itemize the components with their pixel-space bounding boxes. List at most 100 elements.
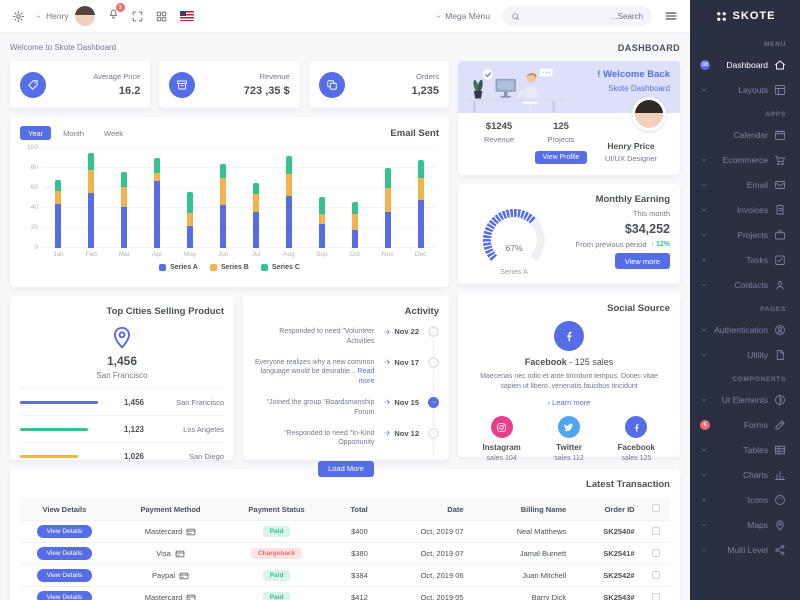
search-input[interactable] bbox=[525, 11, 643, 21]
tab-year[interactable]: Year bbox=[20, 126, 52, 140]
map-pin-icon bbox=[109, 324, 135, 350]
bar-segment-series-b bbox=[318, 214, 325, 224]
chart-column-dec bbox=[404, 148, 437, 248]
bar-segment-series-b bbox=[187, 213, 194, 226]
tab-month[interactable]: Month bbox=[63, 128, 85, 138]
sidebar-item-email[interactable]: Email bbox=[690, 172, 800, 197]
sidebar-item-tasks[interactable]: Tasks bbox=[690, 247, 800, 272]
payment-method-cell: Mastercard bbox=[108, 586, 233, 600]
chevron-down-icon bbox=[435, 13, 442, 20]
sidebar-item-label: Charts bbox=[742, 469, 768, 480]
col-header-order-id: Order ID bbox=[574, 498, 643, 521]
sidebar-item-forms[interactable]: 6 Forms bbox=[690, 412, 800, 437]
payment-status-cell: Chargeback bbox=[232, 542, 322, 565]
sidebar-item-authentication[interactable]: Authentication bbox=[690, 317, 800, 342]
sidebar-item-layouts[interactable]: Layouts bbox=[690, 77, 800, 102]
stat-label: Orders bbox=[416, 72, 439, 81]
col-header-payment-status: Payment Status bbox=[232, 498, 322, 521]
view-details-button[interactable]: View Details bbox=[36, 569, 93, 582]
chevron-down-icon bbox=[700, 86, 708, 94]
radial-chart: 67% Series A bbox=[468, 207, 560, 276]
arrow-right-icon bbox=[383, 398, 391, 406]
invoice-icon bbox=[774, 204, 786, 216]
row-checkbox[interactable] bbox=[652, 570, 661, 579]
social-facebook[interactable]: Facebook sales 125 bbox=[603, 416, 670, 462]
sidebar-item-charts[interactable]: Charts bbox=[690, 462, 800, 487]
sidebar-item-dashboard[interactable]: 03 Dashboard bbox=[690, 52, 800, 77]
total-cell: $412 bbox=[321, 586, 376, 600]
usercircle-icon bbox=[774, 324, 786, 336]
gridline: 100 bbox=[27, 144, 437, 151]
stacked-bar bbox=[318, 197, 325, 248]
fullscreen-icon[interactable] bbox=[131, 10, 144, 23]
city-value: 1,026 bbox=[123, 451, 144, 461]
email-tabs: Year Month Week bbox=[20, 126, 131, 140]
social-twitter[interactable]: Twitter sales 112 bbox=[535, 416, 602, 462]
menu-section-header-apps: APPS bbox=[765, 111, 786, 118]
x-tick-label: Oct bbox=[349, 251, 360, 258]
view-more-button[interactable]: View more bbox=[614, 253, 670, 269]
sidebar-item-multi-level[interactable]: Multi Level bbox=[690, 537, 800, 562]
city-label: San Diego bbox=[188, 451, 224, 461]
view-details-cell: View Details bbox=[20, 564, 109, 587]
load-more-button[interactable]: Load More bbox=[318, 460, 374, 477]
sidebar-item-calendar[interactable]: Calendar bbox=[690, 122, 800, 147]
tab-week[interactable]: Week bbox=[104, 128, 124, 138]
sidebar-item-invoices[interactable]: Invoices bbox=[690, 197, 800, 222]
date-cell: Oct, 2019 06 bbox=[375, 564, 472, 587]
table-row: View Details Visa Chargeback $380 Oct, 2019 … bbox=[20, 542, 670, 565]
payment-status-cell: Paid bbox=[232, 520, 322, 543]
social-sales: sales 112 bbox=[554, 455, 584, 463]
bar-segment-series-b bbox=[55, 191, 62, 204]
bar-segment-series-c bbox=[384, 168, 391, 188]
profile-name: Henry Price bbox=[607, 141, 655, 151]
apps-grid-icon[interactable] bbox=[155, 10, 168, 23]
welcome-revenue: $1245 Revenue bbox=[468, 121, 530, 164]
chevron-down-icon bbox=[35, 13, 42, 20]
sidebar-item-icons[interactable]: Icons bbox=[690, 487, 800, 512]
city-value: 1,123 bbox=[123, 424, 144, 434]
col-header-billing-name: Billing Name bbox=[471, 498, 575, 521]
table-row: View Details Mastercard Paid $400 Oct, 2019 … bbox=[20, 520, 670, 543]
stacked-bar bbox=[187, 192, 194, 248]
learn-more-link[interactable]: › Learn more bbox=[547, 398, 591, 408]
view-details-button[interactable]: View Details bbox=[36, 525, 93, 538]
sidebar-item-tables[interactable]: Tables bbox=[690, 437, 800, 462]
mega-menu-button[interactable]: Mega Menu bbox=[435, 11, 490, 21]
sidebar-item-projects[interactable]: Projects bbox=[690, 222, 800, 247]
skote-logo-icon bbox=[715, 10, 728, 23]
arrow-right-icon bbox=[383, 429, 391, 437]
hamburger-menu-icon[interactable] bbox=[664, 9, 678, 23]
bar-segment-series-c bbox=[252, 183, 259, 194]
settings-gear-icon[interactable] bbox=[12, 10, 25, 23]
city-bar-track bbox=[20, 427, 98, 431]
sidebar-item-ui-elements[interactable]: UI Elements bbox=[690, 387, 800, 412]
social-instagram[interactable]: Instagram sales 104 bbox=[468, 416, 535, 462]
row-checkbox[interactable] bbox=[652, 548, 661, 557]
bar-segment-series-c bbox=[417, 160, 424, 178]
row-checkbox[interactable] bbox=[652, 592, 661, 600]
activity-date-text: Nov 17 bbox=[394, 357, 419, 367]
view-profile-button[interactable]: View Profile bbox=[534, 151, 588, 164]
chart-column-jun bbox=[207, 148, 240, 248]
sidebar-item-ecommerce[interactable]: Ecommerce bbox=[690, 147, 800, 172]
y-tick-label: 40 bbox=[30, 204, 38, 211]
sidebar-item-contacts[interactable]: Contacts bbox=[690, 272, 800, 297]
sidebar-item-utility[interactable]: Utility bbox=[690, 342, 800, 367]
read-more-link[interactable]: Read more bbox=[357, 368, 375, 386]
view-details-button[interactable]: View Details bbox=[36, 591, 93, 600]
select-all-checkbox[interactable] bbox=[652, 504, 661, 512]
menu-section-header-components: COMPONENTS bbox=[732, 376, 786, 383]
view-details-button[interactable]: View Details bbox=[36, 547, 93, 560]
sidebar-item-label: Icons bbox=[747, 494, 768, 505]
sidebar-item-maps[interactable]: Maps bbox=[690, 512, 800, 537]
user-menu[interactable]: Henry bbox=[35, 11, 69, 21]
user-avatar[interactable] bbox=[74, 6, 95, 26]
pin-icon bbox=[774, 519, 786, 531]
language-flag-us[interactable] bbox=[179, 11, 194, 21]
search-icon bbox=[511, 12, 520, 21]
notifications-button[interactable]: 3 bbox=[107, 3, 125, 25]
brand[interactable]: SKOTE bbox=[690, 0, 800, 32]
row-checkbox[interactable] bbox=[652, 526, 661, 535]
welcome-back-card: ! Welcome Back Skote Dashboard $1245 Rev… bbox=[458, 61, 680, 175]
